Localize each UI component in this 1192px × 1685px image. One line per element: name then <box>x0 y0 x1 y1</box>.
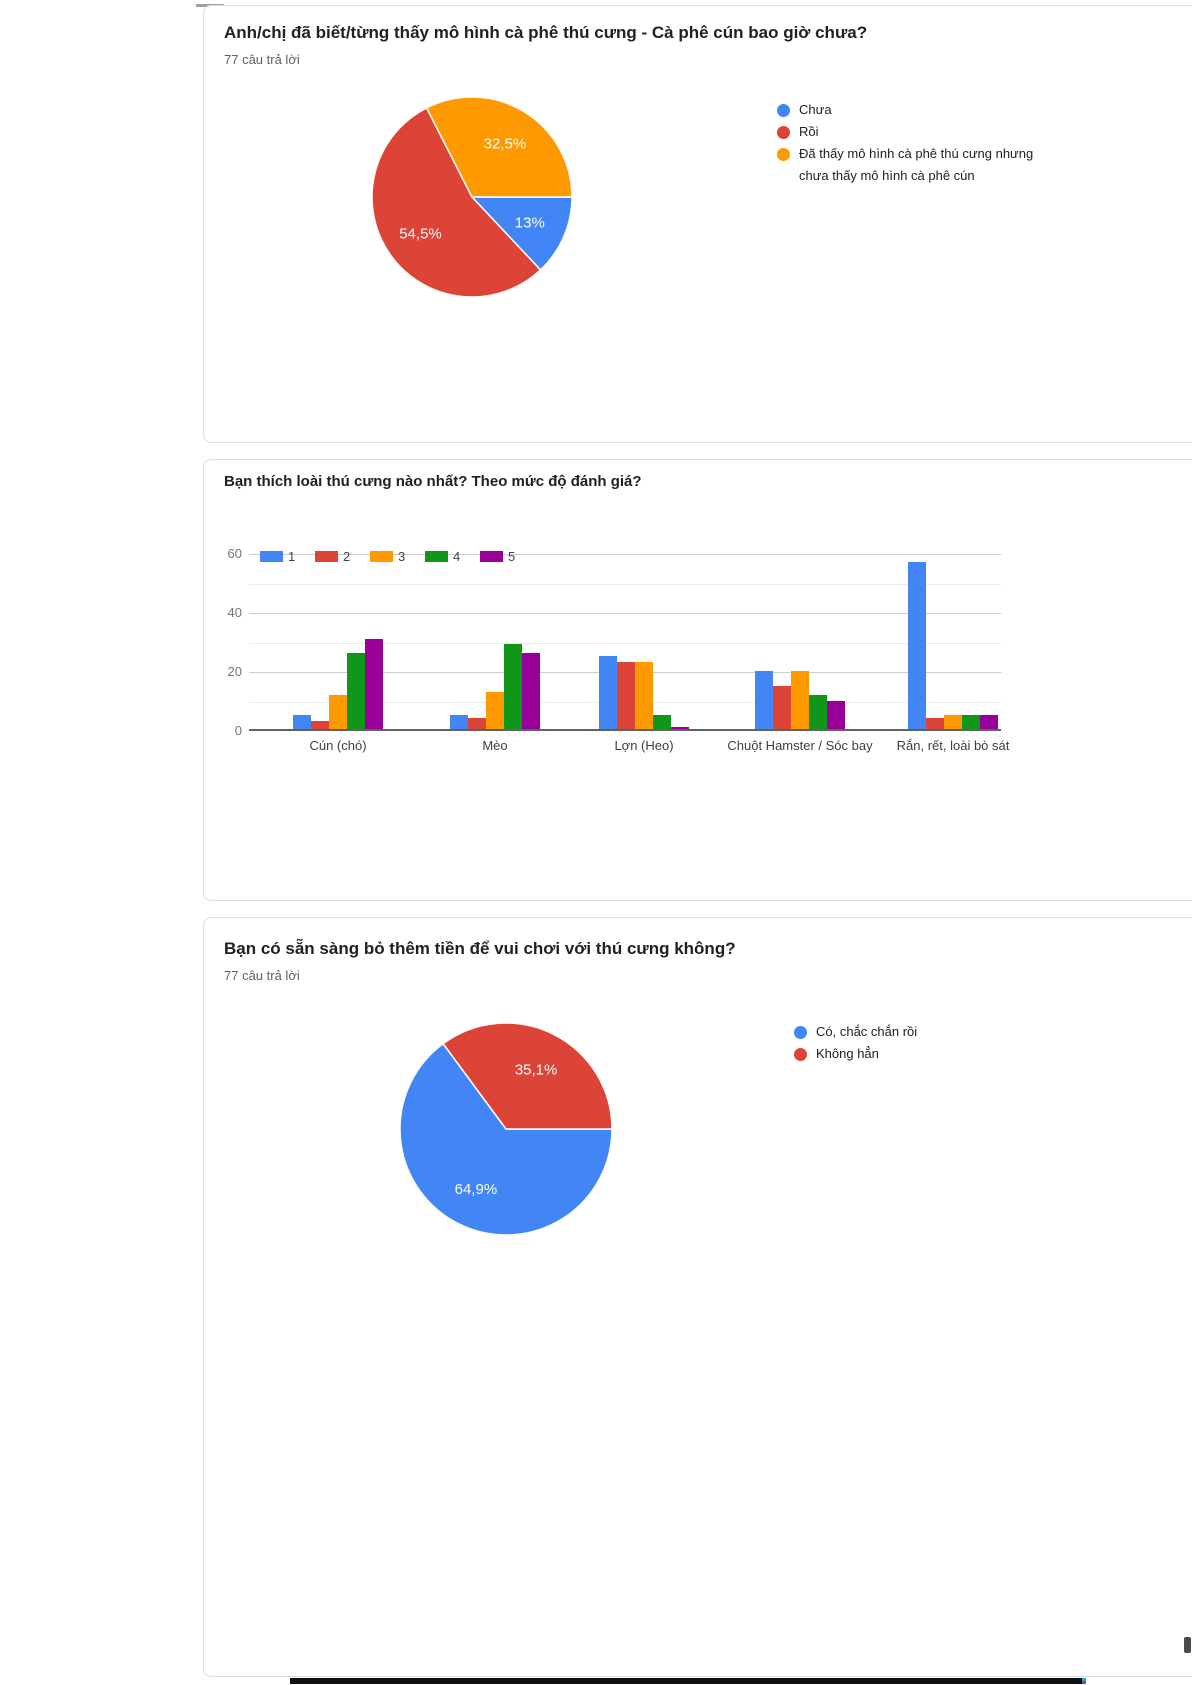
bar-series-3 <box>944 715 962 730</box>
legend-color-swatch <box>425 551 448 562</box>
bar-series-1 <box>293 715 311 730</box>
bar-series-2 <box>617 662 635 730</box>
legend-label: Đã thấy mô hình cà phê thú cưng nhưng ch… <box>799 146 1034 183</box>
question-title-2: Bạn thích loài thú cưng nào nhất? Theo m… <box>224 473 642 490</box>
bar-series-5 <box>365 638 383 730</box>
pie-slice <box>442 1022 613 1130</box>
gridline <box>249 583 1001 585</box>
question-card-2: Bạn thích loài thú cưng nào nhất? Theo m… <box>203 459 1192 901</box>
pie-slice-label: 64,9% <box>455 1181 498 1198</box>
question-card-1: Anh/chị đã biết/từng thấy mô hình cà phê… <box>203 5 1192 443</box>
pie-legend-1: Chưa Rồi Đã thấy mô hình cà phê thú cưng n… <box>777 99 1051 187</box>
pie-slice-label: 32,5% <box>484 136 527 153</box>
legend-label: 2 <box>343 549 351 564</box>
gridline <box>249 642 1001 644</box>
pie-chart-3: 64,9% 35,1% <box>399 1022 613 1236</box>
x-axis-line <box>249 729 1001 731</box>
legend-label: 1 <box>288 549 296 564</box>
bar-series-2 <box>926 718 944 730</box>
pie-chart-1: 13% 54,5% 32,5% <box>371 96 573 298</box>
question-title-3: Bạn có sẵn sàng bỏ thêm tiền để vui chơi… <box>224 939 736 958</box>
bar-series-2 <box>311 721 329 730</box>
response-count-3: 77 câu trả lời <box>224 968 300 983</box>
legend-label: 4 <box>453 549 461 564</box>
pie-slice <box>399 1042 613 1236</box>
pie-slice-label: 35,1% <box>515 1062 558 1079</box>
legend-label: Chưa <box>799 102 832 117</box>
x-axis-label: Cún (chó) <box>309 738 367 753</box>
x-axis-label: Lợn (Heo) <box>614 738 674 753</box>
legend-label: Rồi <box>799 124 819 139</box>
legend-label: 5 <box>508 549 516 564</box>
legend-label: Có, chắc chắn rồi <box>816 1024 918 1039</box>
legend-color-swatch <box>260 551 283 562</box>
legend-item: Không hẳn <box>794 1043 917 1065</box>
bar-chart-plot: 0 20 40 60 Cún (chó) Mèo Lợn (Heo) Chuột Hamste… <box>228 546 1010 753</box>
legend-label: 3 <box>398 549 406 564</box>
bar-series-1 <box>450 715 468 730</box>
pie-legend-3: Có, chắc chắn rồi Không hẳn <box>794 1021 917 1065</box>
response-count-1: 77 câu trả lời <box>224 52 300 67</box>
legend-color-dot <box>777 126 790 139</box>
horizontal-scrollbar[interactable] <box>290 1678 1082 1684</box>
legend-item: Rồi <box>777 121 1051 143</box>
y-axis-tick: 40 <box>227 605 242 620</box>
gridline <box>249 613 1001 614</box>
bar-series-4 <box>809 694 827 730</box>
bar-series-1 <box>908 561 926 730</box>
y-axis-tick: 0 <box>234 723 242 738</box>
bar-series-2 <box>773 685 791 730</box>
pie-slice <box>471 196 573 271</box>
bar-series-5 <box>522 653 540 730</box>
pie-slice-label: 13% <box>515 214 545 231</box>
bar-series-5 <box>980 715 998 730</box>
question-card-3: Bạn có sẵn sàng bỏ thêm tiền để vui chơi… <box>203 917 1192 1677</box>
bar-series-2 <box>468 718 486 730</box>
bar-series-4 <box>962 715 980 730</box>
bar-series-4 <box>653 715 671 730</box>
y-axis-tick: 60 <box>227 546 242 561</box>
legend-item: Đã thấy mô hình cà phê thú cưng nhưng ch… <box>777 143 1051 187</box>
pie-slice-label: 54,5% <box>399 225 442 242</box>
legend-item: Chưa <box>777 99 1051 121</box>
legend-item: Có, chắc chắn rồi <box>794 1021 917 1043</box>
legend-color-dot <box>777 104 790 117</box>
bar-series-3 <box>635 662 653 730</box>
bar-series-4 <box>504 644 522 730</box>
x-axis-label: Mèo <box>482 738 508 753</box>
legend-label: Không hẳn <box>816 1046 879 1061</box>
question-title-1: Anh/chị đã biết/từng thấy mô hình cà phê… <box>224 23 868 42</box>
x-axis-label: Rắn, rết, loài bò sát <box>896 738 1010 753</box>
pie-slice <box>371 107 542 298</box>
pie-slice <box>425 96 573 198</box>
scrollbar-corner-artifact[interactable] <box>1184 1637 1191 1653</box>
bar-series-5 <box>671 727 689 730</box>
y-axis-tick: 20 <box>227 664 242 679</box>
bar-series-4 <box>347 653 365 730</box>
bar-series-3 <box>791 671 809 730</box>
legend-color-dot <box>794 1048 807 1061</box>
gridline <box>249 554 1001 555</box>
bar-series-5 <box>827 700 845 730</box>
bar-series-1 <box>599 656 617 730</box>
legend-color-dot <box>777 148 790 161</box>
bar-series-1 <box>755 671 773 730</box>
scrollbar-color-artifact-top <box>1082 1678 1086 1681</box>
legend-color-dot <box>794 1026 807 1039</box>
scrollbar-color-artifact-bottom <box>1082 1681 1086 1684</box>
x-axis-label: Chuột Hamster / Sóc bay <box>727 738 873 753</box>
bar-series-3 <box>486 691 504 730</box>
legend-color-swatch <box>480 551 503 562</box>
bar-series-3 <box>329 694 347 730</box>
legend-color-swatch <box>315 551 338 562</box>
legend-color-swatch <box>370 551 393 562</box>
